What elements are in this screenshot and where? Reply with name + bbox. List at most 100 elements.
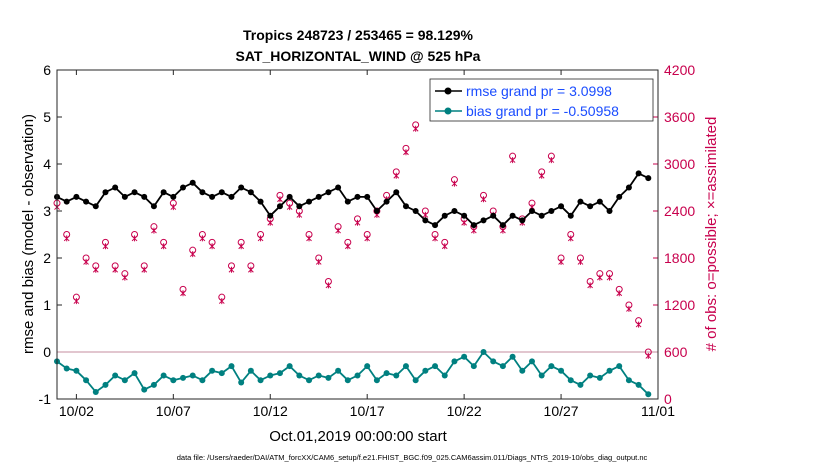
rmse-point bbox=[509, 212, 516, 219]
rmse-point bbox=[432, 222, 439, 229]
legend-box bbox=[429, 78, 654, 122]
bias-point bbox=[577, 381, 584, 388]
assimilated-obs-marker bbox=[422, 211, 429, 218]
rmse-point bbox=[616, 193, 623, 200]
bias-point bbox=[422, 367, 429, 374]
assimilated-obs-marker bbox=[315, 258, 322, 265]
bias-point bbox=[432, 363, 439, 370]
bias-point bbox=[538, 372, 545, 379]
rmse-point bbox=[383, 198, 390, 205]
y-right-tick-label: 600 bbox=[664, 344, 688, 360]
assimilated-obs-marker bbox=[73, 298, 80, 305]
assimilated-obs-marker bbox=[248, 266, 254, 273]
bias-point bbox=[63, 365, 70, 372]
bias-point bbox=[325, 374, 332, 381]
rmse-point bbox=[121, 193, 128, 200]
bias-point bbox=[548, 363, 555, 370]
assimilated-obs-marker bbox=[325, 282, 332, 289]
legend-bias-marker bbox=[444, 107, 452, 115]
bias-point bbox=[257, 377, 264, 384]
y-tick-label: 3 bbox=[43, 203, 51, 219]
assimilated-obs-marker bbox=[267, 219, 274, 226]
rmse-point bbox=[286, 193, 293, 200]
rmse-point bbox=[296, 203, 303, 210]
rmse-point bbox=[189, 179, 196, 186]
assimilated-obs-marker bbox=[393, 172, 400, 179]
assimilated-obs-marker bbox=[432, 235, 438, 242]
assimilated-obs-marker bbox=[257, 235, 264, 242]
chart-subtitle: SAT_HORIZONTAL_WIND @ 525 hPa bbox=[236, 48, 481, 64]
rmse-point bbox=[315, 193, 322, 200]
bias-point bbox=[160, 372, 167, 379]
y-tick-label: 6 bbox=[43, 62, 51, 78]
rmse-point bbox=[276, 203, 283, 210]
bias-point bbox=[528, 358, 535, 365]
rmse-point bbox=[209, 193, 216, 200]
assimilated-obs-marker bbox=[635, 321, 642, 328]
chart-title: Tropics 248723 / 253465 = 98.129% bbox=[243, 27, 474, 43]
bias-point bbox=[141, 386, 148, 393]
bias-point bbox=[238, 379, 245, 386]
rmse-point bbox=[412, 208, 419, 214]
x-axis: 10/02 10/07 10/12 10/17 10/22 10/27 11/01 bbox=[59, 70, 675, 419]
assimilated-obs-marker bbox=[500, 227, 506, 234]
assimilated-obs-marker bbox=[480, 196, 487, 203]
plot-frame bbox=[56, 69, 659, 400]
bias-point bbox=[402, 363, 409, 370]
y-axis-label: rmse and bias (model - observation) bbox=[20, 114, 37, 354]
x-tick-label: 10/12 bbox=[253, 403, 288, 419]
rmse-point bbox=[606, 208, 613, 214]
rmse-point bbox=[422, 217, 429, 224]
y-tick-label: 2 bbox=[43, 250, 51, 266]
assimilated-obs-marker bbox=[209, 243, 215, 250]
assimilated-obs-marker bbox=[238, 243, 245, 250]
y-axis-right-label: # of obs: o=possible; ×=assimilated bbox=[703, 117, 720, 352]
assimilated-obs-marker bbox=[296, 211, 303, 218]
assimilated-obs-marker bbox=[199, 235, 206, 242]
rmse-point bbox=[441, 212, 448, 219]
bias-point bbox=[470, 363, 477, 370]
rmse-point bbox=[364, 193, 371, 200]
bias-point bbox=[131, 370, 138, 377]
rmse-point bbox=[596, 198, 603, 205]
rmse-point bbox=[499, 222, 506, 229]
bias-point bbox=[606, 367, 613, 374]
rmse-point bbox=[267, 212, 274, 219]
rmse-point bbox=[490, 212, 497, 219]
rmse-point bbox=[577, 198, 584, 205]
rmse-point bbox=[393, 189, 400, 196]
bias-point bbox=[209, 367, 216, 374]
rmse-point bbox=[257, 198, 264, 205]
rmse-point bbox=[625, 184, 632, 191]
bias-point bbox=[306, 377, 313, 384]
bias-point bbox=[218, 370, 225, 377]
bias-point bbox=[170, 377, 177, 384]
x-tick-label: 10/17 bbox=[350, 403, 385, 419]
bias-point bbox=[228, 363, 235, 370]
bias-point bbox=[276, 370, 283, 377]
assimilated-obs-marker bbox=[102, 243, 109, 250]
bias-point bbox=[373, 377, 380, 384]
assimilated-obs-marker bbox=[538, 172, 545, 179]
plot-area bbox=[57, 70, 658, 399]
assimilated-obs-marker bbox=[160, 243, 167, 250]
bias-point bbox=[558, 367, 565, 374]
rmse-point bbox=[218, 189, 225, 196]
assimilated-obs-marker bbox=[606, 274, 613, 281]
rmse-point bbox=[558, 203, 565, 210]
bias-point bbox=[335, 367, 342, 374]
y-tick-label: 0 bbox=[43, 344, 51, 360]
bias-point bbox=[150, 381, 157, 388]
y-right-tick-label: 0 bbox=[664, 391, 672, 407]
bias-point bbox=[625, 377, 632, 384]
bias-point bbox=[296, 372, 303, 379]
rmse-point bbox=[199, 189, 206, 196]
assimilated-obs-marker bbox=[218, 298, 225, 305]
bias-point bbox=[121, 377, 128, 384]
assimilated-obs-marker bbox=[461, 219, 467, 226]
rmse-point bbox=[548, 208, 555, 214]
assimilated-obs-marker bbox=[354, 219, 361, 226]
y-right-tick-label: 3000 bbox=[664, 156, 695, 172]
assimilated-obs-marker bbox=[558, 258, 564, 265]
